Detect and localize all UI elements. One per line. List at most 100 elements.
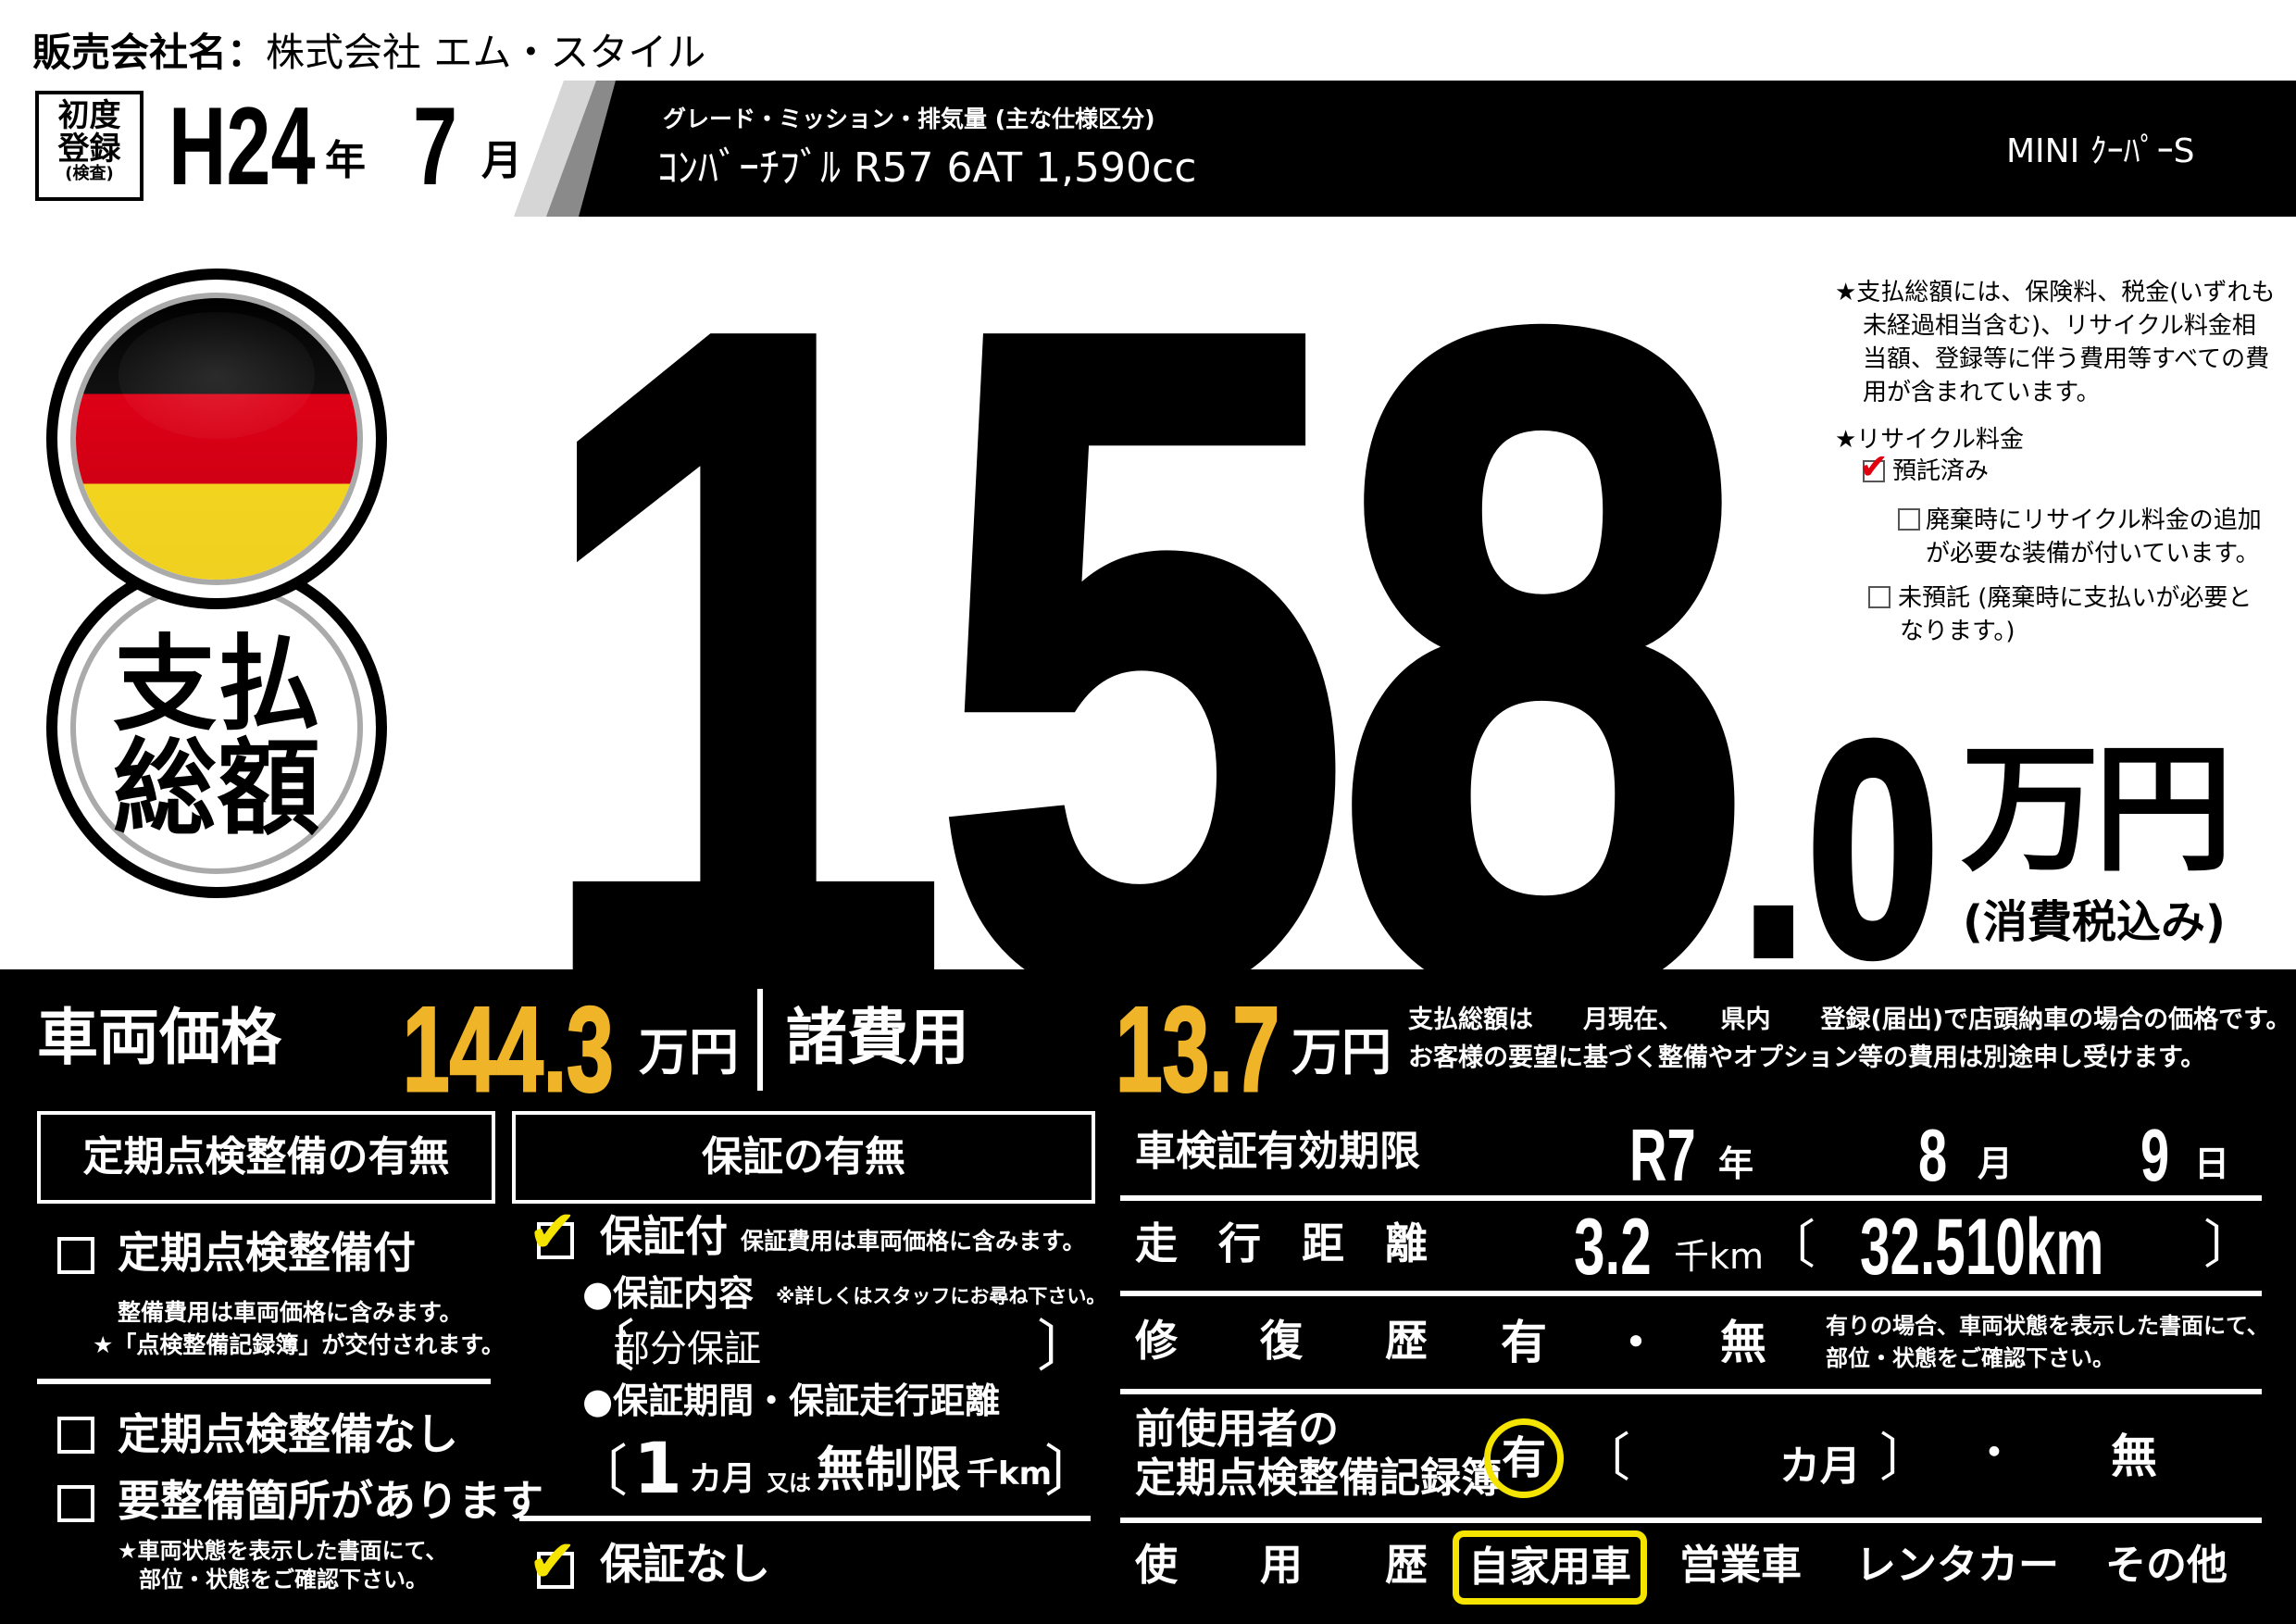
recycle-option-label: 預託済み [1892, 457, 1990, 485]
record-label-line1: 前使用者の [1135, 1405, 1339, 1453]
registration-year-unit: 年 [325, 137, 366, 184]
checkbox-maintenance-needed[interactable] [57, 1485, 94, 1522]
usage-label: 使用歴 [1135, 1540, 1428, 1590]
repair-no[interactable]: 無 [1720, 1316, 1766, 1369]
grade-value: ｺﾝﾊﾞｰﾁﾌﾞﾙ R57 6AT 1,590cc [657, 144, 1197, 192]
registration-label-3: (検査) [65, 164, 114, 184]
maintenance-note1: ★車両状態を表示した書面にて、 [118, 1538, 448, 1564]
checkbox-checked-icon: ✔ [1859, 446, 1889, 487]
warranty-header: 保証の有無 [702, 1133, 905, 1181]
recycle-option-extra[interactable]: 廃棄時にリサイクル料金の追加が必要な装備が付いています。 [1898, 504, 2268, 570]
recycle-title: ★リサイクル料金 [1835, 426, 2025, 454]
shaken-month: 8 [1918, 1114, 1948, 1196]
bracket-right: 〕 [1044, 1440, 1100, 1505]
bracket-left: 〔 [572, 1440, 628, 1505]
badge-line1: 支払 [113, 625, 320, 745]
vehicle-price-label: 車両価格 [37, 1002, 281, 1073]
inspection-note1: 整備費用は車両価格に含みます。 [118, 1299, 463, 1326]
recycle-option-deposited[interactable]: ✔ 預託済み [1859, 446, 1990, 487]
warranty-period-unit: カ月 [689, 1460, 756, 1498]
inspection-option-needs-maintenance: 要整備箇所があります [118, 1476, 543, 1526]
checkbox-icon [1868, 586, 1890, 608]
record-yes-circle[interactable]: 有 [1484, 1418, 1564, 1498]
checkbox-warranty-included[interactable]: ✔ [528, 1198, 578, 1267]
warranty-content-value: 部分保証 [613, 1328, 761, 1370]
inspection-header: 定期点検整備の有無 [82, 1133, 450, 1181]
germany-flag-icon [70, 293, 363, 585]
recycle-option-not-deposited[interactable]: 未預託 (廃棄時に支払いが必要となります。) [1868, 581, 2257, 648]
repair-label: 修復歴 [1135, 1316, 1428, 1366]
warranty-header-box: 保証の有無 [512, 1111, 1095, 1204]
warranty-included-label: 保証付 [600, 1211, 728, 1261]
tax-note: (消費税込み) [1963, 896, 2226, 948]
repair-note1: 有りの場合、車両状態を表示した書面にて、 [1826, 1313, 2269, 1339]
usage-option-other[interactable]: その他 [2105, 1542, 2227, 1589]
recycle-option-label: 廃棄時にリサイクル料金の追加が必要な装備が付いています。 [1926, 506, 2262, 568]
warranty-content-note: ※詳しくはスタッフにお尋ね下さい。 [776, 1285, 1106, 1307]
warranty-period-label: ●保証期間・保証走行距離 [582, 1380, 1001, 1421]
registration-label-1: 初度 [57, 97, 121, 134]
price-notice-line1: 支払総額は 月現在、 県内 登録(届出)で店頭納車の場合の価格です。 [1408, 1006, 2291, 1034]
registration-year: H24 [168, 84, 316, 208]
price-divider [757, 989, 763, 1091]
grade-model: MINI ｸｰﾊﾟｰS [2006, 132, 2195, 170]
usage-option-label: 自家用車 [1468, 1543, 1631, 1591]
record-yes: 有 [1501, 1432, 1546, 1484]
vehicle-price-value: 144.3 [402, 981, 615, 1117]
details-panel [0, 969, 2296, 1624]
divider [519, 1516, 1091, 1521]
divider [1120, 1291, 2262, 1296]
registration-month-unit: 月 [481, 137, 522, 184]
bracket-left: 〔 [1764, 1216, 1816, 1276]
repair-note2: 部位・状態をご確認下さい。 [1826, 1345, 2115, 1371]
warranty-or: 又は [767, 1470, 811, 1496]
record-unit: カ月 [1779, 1443, 1861, 1490]
bracket-right: 〕 [2203, 1216, 2255, 1276]
bracket-right: 〕 [1879, 1429, 1931, 1489]
yellow-check-icon: ✔ [528, 1198, 578, 1267]
inspection-note2: ★「点検整備記録簿」が交付されます。 [93, 1331, 505, 1358]
total-note: ★支払総額には、保険料、税金(いずれも未経過相当含む)、リサイクル料金相当額、登… [1835, 279, 2276, 406]
usage-option-rental[interactable]: レンタカー [1855, 1542, 2059, 1589]
bracket-left: 〔 [580, 1315, 635, 1380]
bracket-right: 〕 [1037, 1315, 1092, 1380]
warranty-content-label: ●保証内容 [582, 1273, 755, 1314]
fees-label: 諸費用 [786, 1002, 969, 1073]
warranty-distance-unit: 千km [967, 1455, 1053, 1493]
seller-line: 販売会社名：株式会社 エム・スタイル [32, 33, 705, 72]
recycle-option-label: 未預託 (廃棄時に支払いが必要となります。) [1898, 584, 2252, 645]
checkbox-inspection-included[interactable] [57, 1237, 94, 1274]
warranty-period-value: 1 [633, 1427, 682, 1509]
shaken-label: 車検証有効期限 [1135, 1128, 1420, 1175]
warranty-included-note: 保証費用は車両価格に含みます。 [741, 1228, 1086, 1255]
flag-badge [46, 269, 387, 609]
mileage-exact: 32.510km [1860, 1203, 2104, 1292]
checkbox-warranty-none[interactable]: ✔ [528, 1528, 578, 1596]
usage-option-private-selected[interactable]: 自家用車 [1453, 1530, 1647, 1605]
seller-name: 株式会社 エム・スタイル [266, 30, 706, 75]
divider [1120, 1389, 2262, 1394]
divider [1120, 1195, 2262, 1201]
registration-month: 7 [413, 84, 458, 208]
usage-option-commercial[interactable]: 営業車 [1679, 1542, 1802, 1589]
record-label-line2: 定期点検整備記録簿 [1135, 1455, 1502, 1502]
maintenance-note2: 部位・状態をご確認下さい。 [139, 1567, 428, 1593]
fees-unit: 万円 [1292, 1023, 1391, 1081]
divider [37, 1379, 491, 1384]
shaken-year: R7 [1629, 1114, 1696, 1196]
checkbox-inspection-none[interactable] [57, 1417, 94, 1454]
seller-label: 販売会社名： [32, 30, 267, 75]
record-no[interactable]: 無 [2111, 1430, 2157, 1483]
shaken-day: 9 [2140, 1114, 2170, 1196]
shaken-year-unit: 年 [1718, 1143, 1754, 1184]
bracket-left: 〔 [1578, 1429, 1630, 1489]
mileage-unit: 千km [1674, 1236, 1765, 1277]
warranty-distance-value: 無制限 [817, 1443, 962, 1498]
total-price-unit: 万円 [1961, 730, 2233, 891]
vehicle-price-unit: 万円 [639, 1023, 739, 1081]
price-notice-line2: お客様の要望に基づく整備やオプション等の費用は別途申し受けます。 [1408, 1043, 2206, 1072]
mileage-value: 3.2 [1574, 1203, 1652, 1292]
badge-line2: 総額 [113, 729, 320, 849]
repair-yes[interactable]: 有 [1501, 1316, 1547, 1369]
repair-separator: ・ [1613, 1316, 1659, 1369]
